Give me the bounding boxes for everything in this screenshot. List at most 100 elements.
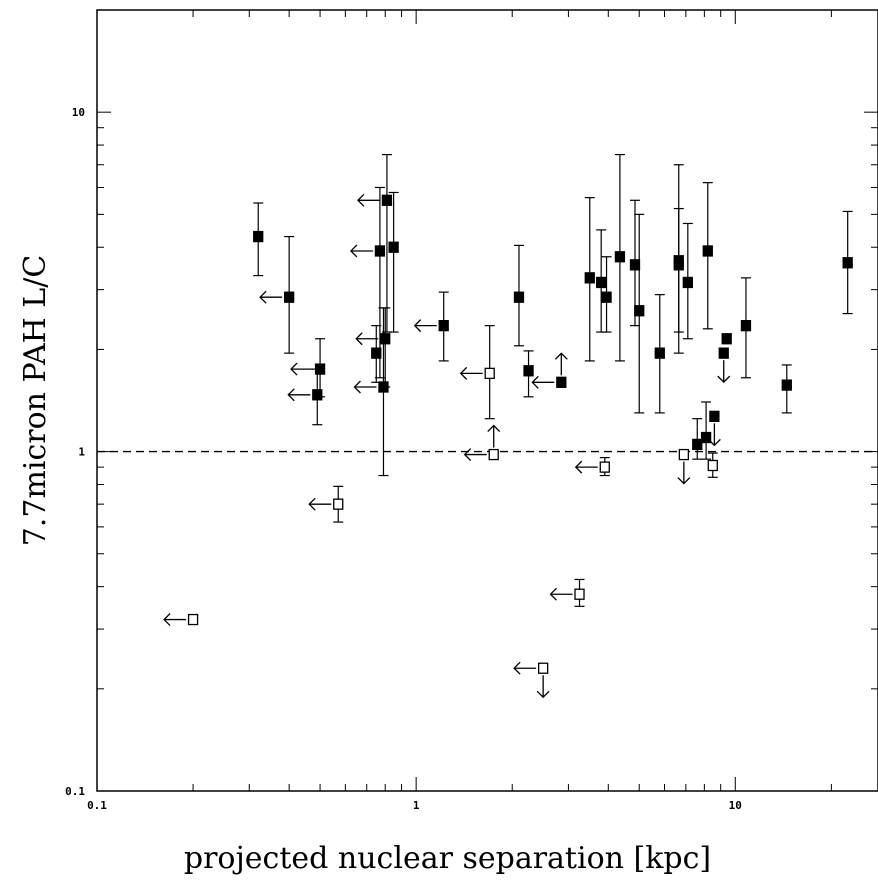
data-point-filled	[413, 291, 449, 362]
filled-square-marker	[523, 365, 534, 377]
y-axis-label: 7.7micron PAH L/C	[18, 255, 53, 547]
open-square-marker	[484, 367, 495, 380]
filled-square-marker	[438, 319, 449, 332]
data-point-filled	[253, 202, 264, 277]
filled-square-marker	[700, 431, 712, 444]
data-point-filled	[259, 235, 295, 354]
data-point-open	[549, 578, 585, 607]
arrow-left-head	[163, 613, 171, 627]
data-point-filled	[654, 294, 665, 414]
filled-square-marker	[388, 241, 399, 253]
data-point-filled	[707, 410, 721, 447]
data-point-filled	[702, 182, 713, 330]
filled-square-marker	[584, 272, 595, 284]
arrow-left-head	[259, 290, 267, 304]
x-tick-label: 1	[413, 799, 420, 812]
arrow-left-head	[350, 244, 358, 258]
data-point-open	[677, 448, 691, 485]
data-point-filled	[842, 210, 853, 315]
data-point-filled	[388, 191, 399, 333]
arrow-left-head	[463, 448, 472, 462]
arrow-left-head	[355, 332, 363, 346]
filled-square-marker	[721, 333, 732, 345]
arrow-left-head	[353, 380, 361, 394]
filled-square-marker	[682, 276, 693, 289]
data-point-filled	[353, 307, 389, 477]
x-axis-label: projected nuclear separation [kpc]	[184, 841, 711, 876]
data-point-filled	[721, 333, 732, 345]
filled-square-marker	[842, 257, 853, 269]
arrow-left-head	[513, 661, 521, 675]
filled-square-marker	[371, 347, 382, 359]
open-square-marker	[678, 448, 690, 461]
data-point-filled	[350, 186, 386, 379]
x-tick-label: 10	[729, 799, 742, 812]
filled-square-marker	[253, 230, 264, 243]
open-square-marker	[488, 448, 499, 461]
data-point-filled	[682, 222, 693, 340]
data-point-filled	[601, 256, 612, 333]
open-square-marker	[333, 498, 344, 510]
arrow-down-head	[717, 375, 731, 384]
data-point-open	[707, 452, 718, 478]
data-point-filled	[355, 307, 391, 388]
data-point-filled	[692, 418, 703, 460]
arrow-left-head	[549, 587, 557, 601]
data-point-filled	[531, 352, 568, 389]
filled-square-marker	[283, 291, 295, 303]
data-point-filled	[287, 368, 323, 426]
open-square-marker	[537, 662, 549, 674]
data-point-open	[459, 325, 495, 420]
filled-square-marker	[709, 410, 720, 423]
data-point-open	[163, 613, 199, 627]
data-point-filled	[357, 153, 393, 333]
filled-square-marker	[692, 438, 703, 451]
data-point-open	[513, 661, 550, 699]
filled-square-marker	[702, 245, 713, 257]
arrow-left-head	[413, 319, 422, 333]
open-square-marker	[574, 588, 585, 600]
arrow-left-head	[287, 388, 295, 402]
plot-frame	[96, 9, 878, 792]
data-point-filled	[584, 197, 595, 362]
x-tick-label: 0.1	[87, 799, 107, 812]
filled-square-marker	[614, 251, 626, 263]
data-point-filled	[781, 364, 792, 414]
arrow-up-head	[487, 424, 501, 433]
arrow-left-head	[290, 362, 298, 376]
filled-square-marker	[654, 347, 665, 359]
filled-square-marker	[596, 276, 607, 289]
data-point-open	[463, 424, 501, 462]
data-point-filled	[513, 244, 525, 347]
arrow-down-head	[536, 690, 550, 699]
filled-square-marker	[629, 259, 641, 271]
data-point-filled	[371, 325, 382, 383]
data-point-filled	[717, 347, 731, 384]
y-tick-label: 10	[72, 106, 85, 119]
filled-square-marker	[718, 347, 729, 359]
data-point-filled	[614, 153, 626, 362]
data-point-filled	[290, 338, 326, 398]
filled-square-marker	[381, 194, 393, 206]
filled-square-marker	[781, 379, 792, 391]
data-point-open	[308, 485, 344, 523]
data-point-filled	[596, 229, 607, 333]
filled-square-marker	[374, 245, 386, 257]
filled-square-marker	[380, 333, 391, 345]
filled-square-marker	[556, 376, 567, 388]
data-point-filled	[740, 277, 752, 379]
filled-square-marker	[673, 259, 684, 271]
open-square-marker	[599, 461, 610, 473]
data-point-filled	[523, 350, 534, 398]
y-tick-label: 1	[78, 446, 85, 459]
filled-square-marker	[740, 319, 752, 332]
arrow-left-head	[574, 460, 583, 474]
tick-marks	[96, 9, 878, 792]
filled-square-marker	[513, 291, 525, 303]
data-point-filled	[673, 207, 684, 354]
data-point-filled	[634, 213, 645, 414]
tick-labels: 0.1 1 10 0.1 1 10	[65, 106, 742, 812]
data-point-open	[574, 457, 610, 477]
arrow-left-head	[357, 193, 365, 207]
